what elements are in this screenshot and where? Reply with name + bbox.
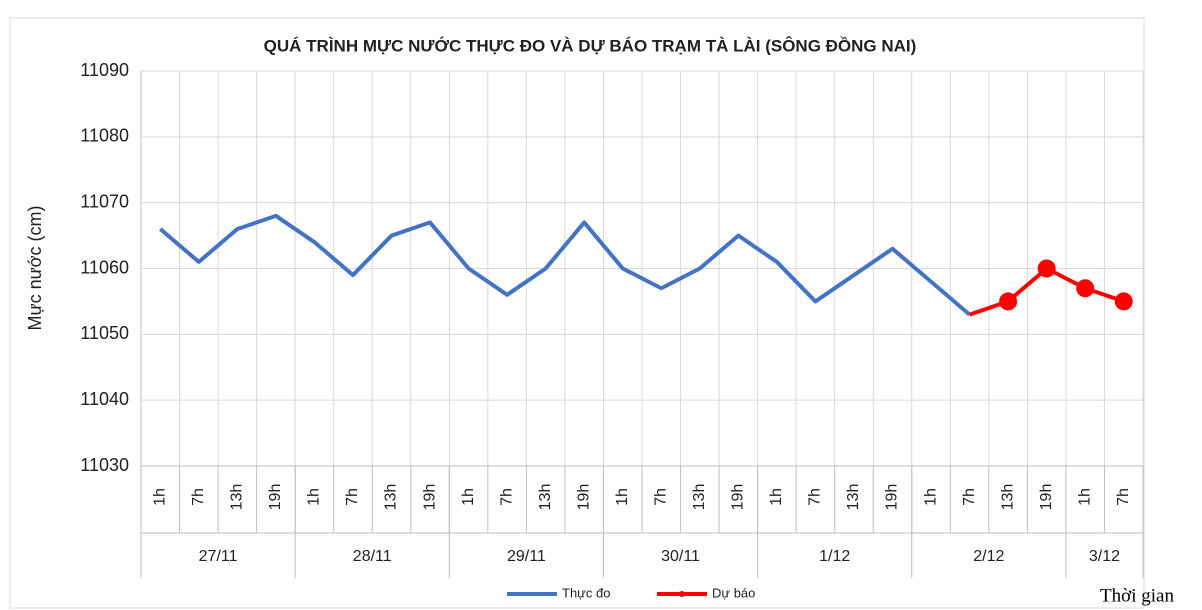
y-tick-label: 11050 bbox=[80, 323, 129, 343]
x-tick-label: 7h bbox=[344, 488, 361, 506]
y-tick-label: 11070 bbox=[80, 191, 129, 211]
x-tick-label: 1h bbox=[768, 488, 785, 506]
x-tick-label: 19h bbox=[730, 484, 747, 511]
x-tick-label: 1h bbox=[614, 488, 631, 506]
x-tick-label: 13h bbox=[229, 484, 246, 511]
series-line bbox=[158, 213, 971, 317]
x-tick-label: 13h bbox=[691, 484, 708, 511]
x-tick-label: 13h bbox=[383, 484, 400, 511]
group-label: 1/12 bbox=[819, 548, 850, 565]
marker bbox=[1076, 279, 1095, 298]
x-tick-label: 7h bbox=[652, 488, 669, 506]
x-tick-label: 19h bbox=[421, 484, 438, 511]
y-tick-label: 11040 bbox=[80, 389, 129, 409]
x-tick-label: 7h bbox=[1115, 488, 1132, 506]
x-tick-label: 7h bbox=[190, 488, 207, 506]
y-tick-label: 11030 bbox=[80, 455, 129, 475]
group-label: 29/11 bbox=[507, 548, 546, 565]
marker bbox=[1114, 292, 1133, 311]
x-tick-label: 1h bbox=[306, 488, 323, 506]
x-tick-label: 1h bbox=[922, 488, 939, 506]
group-label: 3/12 bbox=[1089, 548, 1120, 565]
x-tick-label: 13h bbox=[845, 484, 862, 511]
x-tick-label: 7h bbox=[498, 488, 515, 506]
x-axis-label: Thời gian bbox=[1100, 585, 1174, 606]
legend-marker bbox=[679, 591, 685, 597]
x-tick-label: 13h bbox=[999, 484, 1016, 511]
x-tick-label: 19h bbox=[575, 484, 592, 511]
y-tick-label: 11080 bbox=[80, 126, 129, 146]
group-label: 2/12 bbox=[973, 548, 1004, 565]
x-tick-label: 1h bbox=[1076, 488, 1093, 506]
x-tick-label: 19h bbox=[884, 484, 901, 511]
legend-label: Thực đo bbox=[562, 585, 610, 600]
y-tick-label: 11090 bbox=[80, 60, 129, 80]
y-axis-label: Mực nước (cm) bbox=[25, 206, 45, 331]
x-tick-label: 1h bbox=[460, 488, 477, 506]
legend-label: Dự báo bbox=[712, 585, 755, 600]
x-tick-label: 1h bbox=[151, 488, 168, 506]
group-label: 27/11 bbox=[199, 548, 238, 565]
y-tick-label: 11060 bbox=[80, 257, 129, 277]
marker bbox=[1037, 259, 1056, 278]
x-tick-label: 7h bbox=[807, 488, 824, 506]
chart-title: QUÁ TRÌNH MỰC NƯỚC THỰC ĐO VÀ DỰ BÁO TRẠ… bbox=[264, 36, 917, 55]
group-label: 28/11 bbox=[353, 548, 392, 565]
x-tick-label: 19h bbox=[267, 484, 284, 511]
marker bbox=[999, 292, 1018, 311]
x-tick-label: 13h bbox=[537, 484, 554, 511]
chart-frame bbox=[9, 17, 1145, 609]
x-tick-label: 7h bbox=[961, 488, 978, 506]
x-tick-label: 19h bbox=[1038, 484, 1055, 511]
group-label: 30/11 bbox=[661, 548, 700, 565]
